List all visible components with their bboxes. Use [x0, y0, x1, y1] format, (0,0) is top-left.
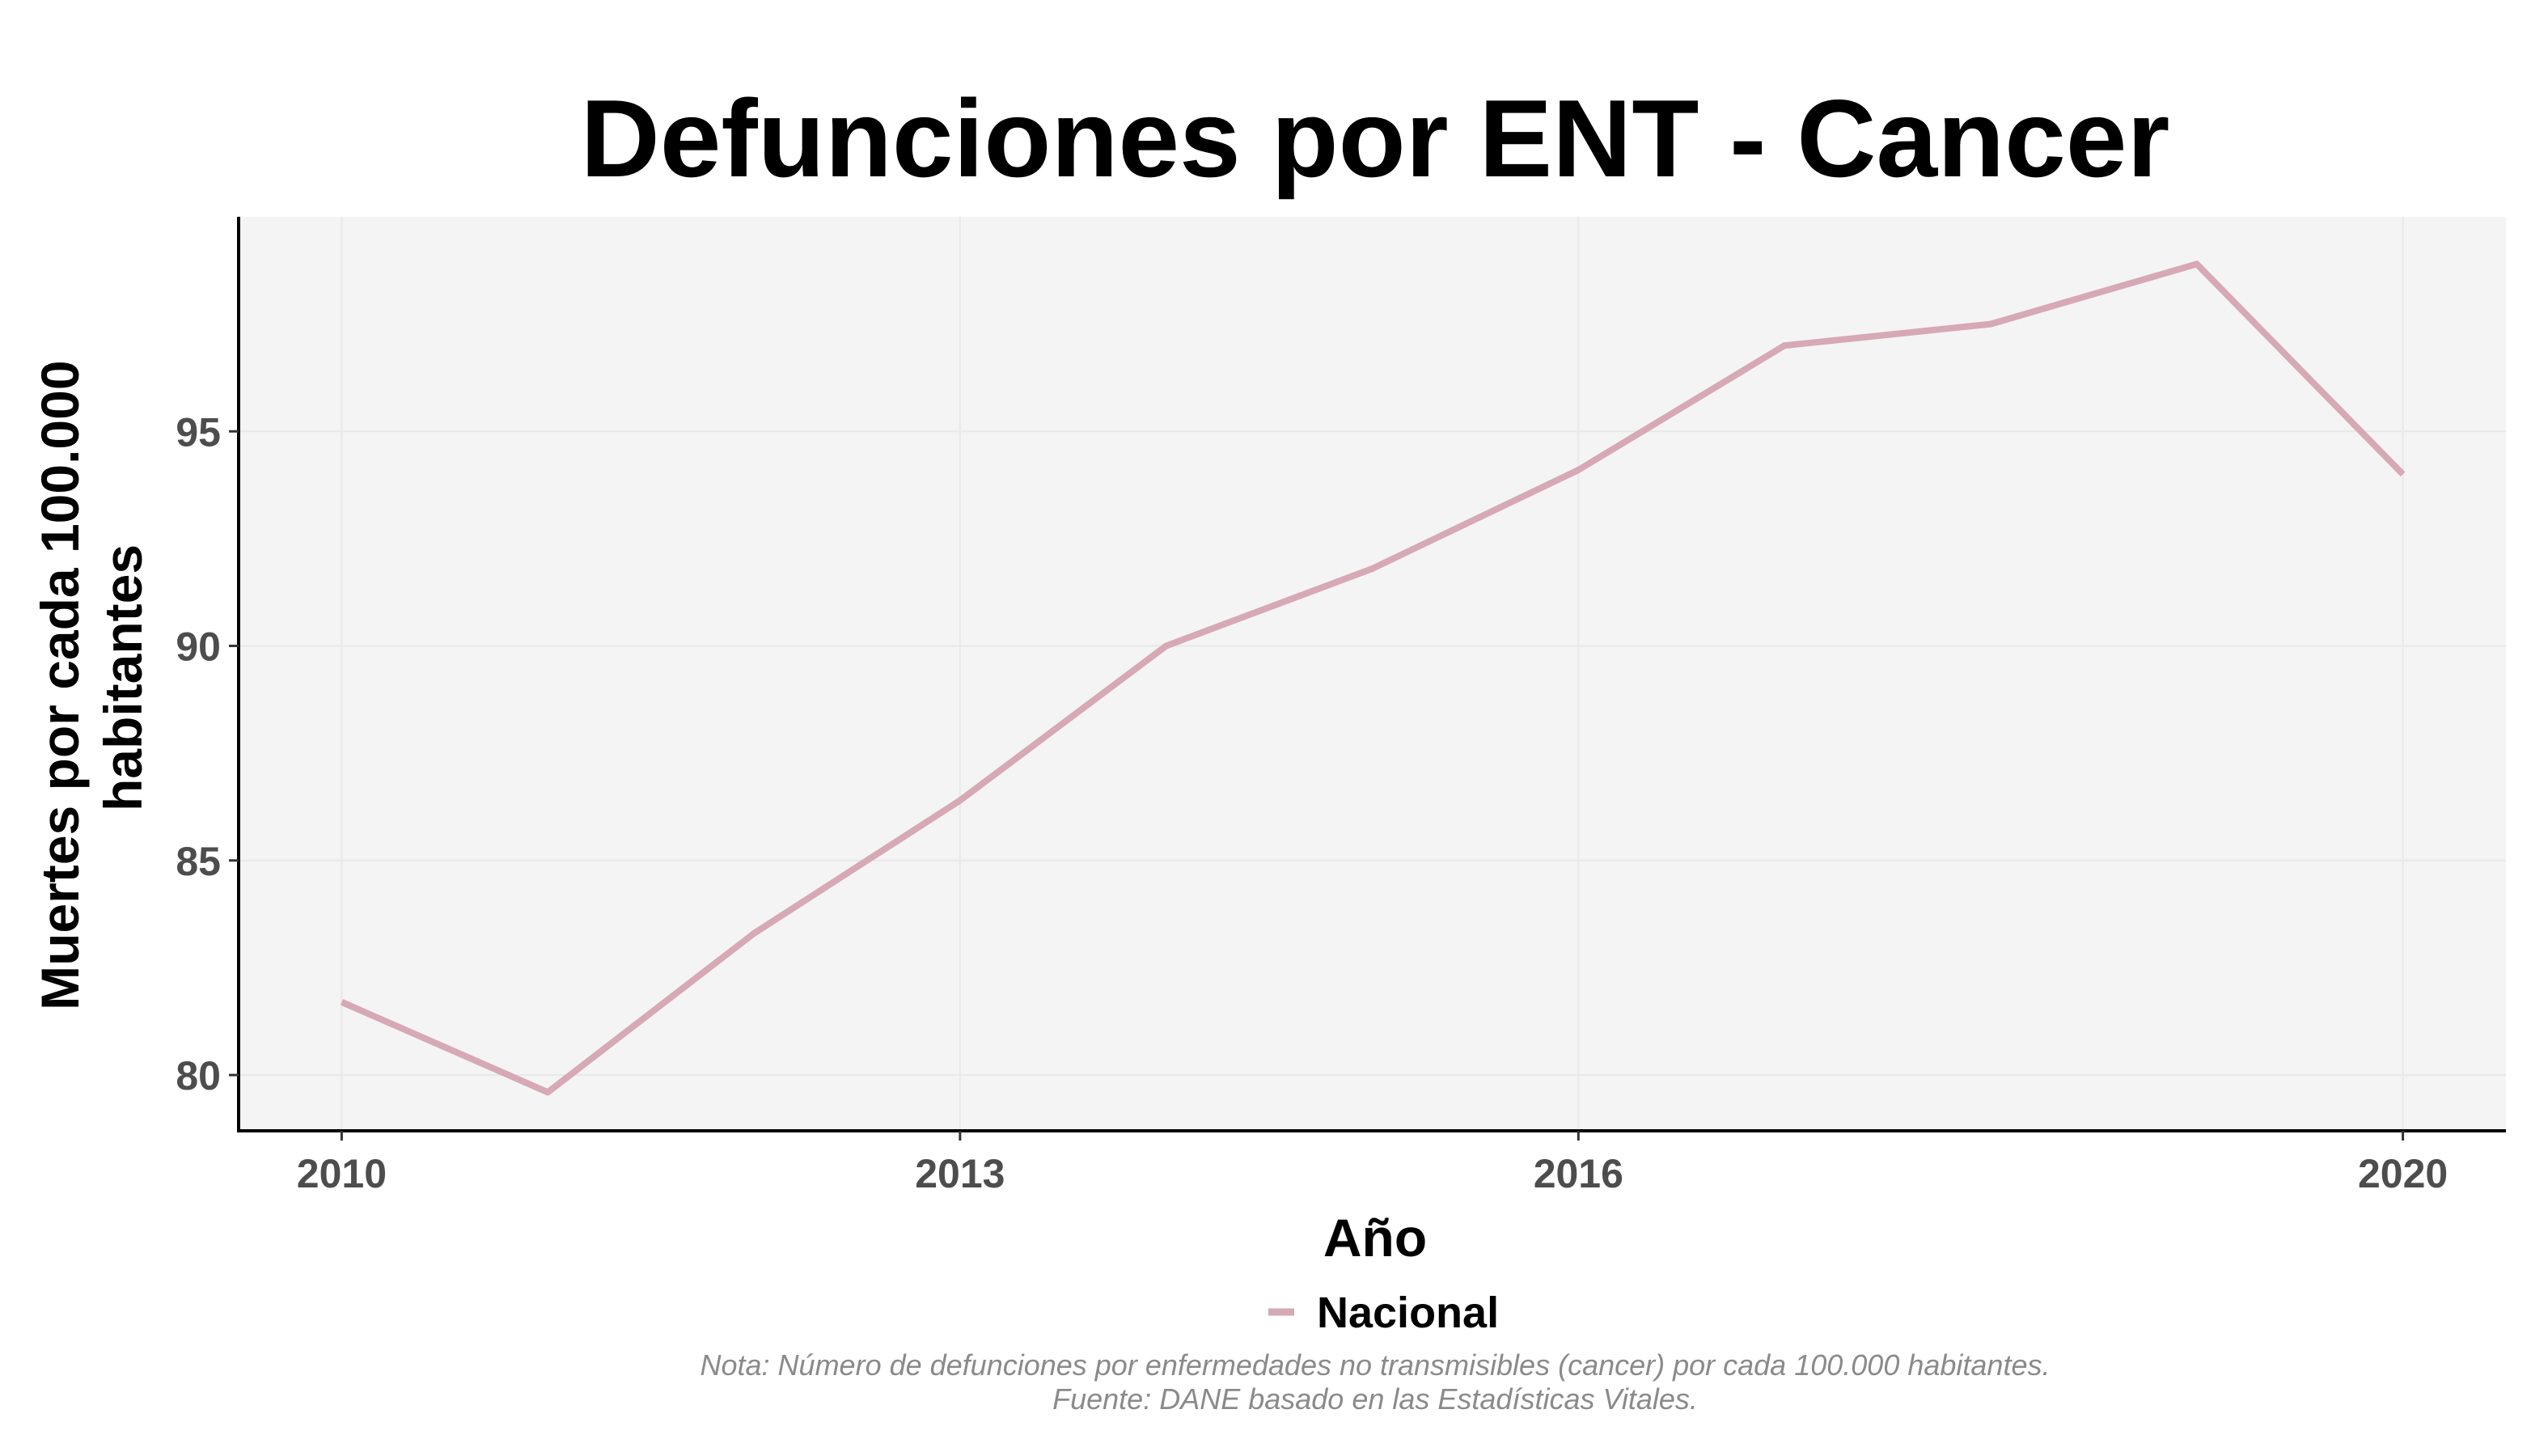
caption-note: Nota: Número de defunciones por enfermed… [700, 1348, 2051, 1382]
y-axis-title-line-2: habitantes [93, 544, 153, 811]
y-axis-title: Muertes por cada 100.000 habitantes [30, 345, 153, 1010]
y-tick-label: 80 [176, 1053, 221, 1098]
y-axis-ticks: 80 85 90 95 [176, 409, 239, 1098]
caption-source: Fuente: DANE basado en las Estadísticas … [1052, 1382, 1698, 1416]
x-axis-title: Año [1323, 1208, 1427, 1268]
x-tick-label: 2010 [297, 1151, 387, 1196]
x-axis-ticks: 2010 2013 2016 2020 [297, 1131, 2448, 1196]
y-tick-label: 95 [176, 409, 221, 455]
y-tick-label: 90 [176, 624, 221, 670]
y-tick-label: 85 [176, 839, 221, 884]
gridlines [239, 217, 2506, 1131]
x-tick-label: 2013 [915, 1151, 1005, 1196]
series-line-nacional [340, 260, 2406, 1096]
x-tick-label: 2016 [1534, 1151, 1623, 1196]
legend: Nacional [1268, 1289, 1499, 1337]
chart-title: Defunciones por ENT - Cancer [581, 77, 2170, 200]
y-axis-title-line-1: Muertes por cada 100.000 [30, 360, 90, 1009]
legend-label-nacional: Nacional [1317, 1289, 1499, 1337]
plot-panel [239, 217, 2506, 1131]
x-tick-label: 2020 [2358, 1151, 2448, 1196]
